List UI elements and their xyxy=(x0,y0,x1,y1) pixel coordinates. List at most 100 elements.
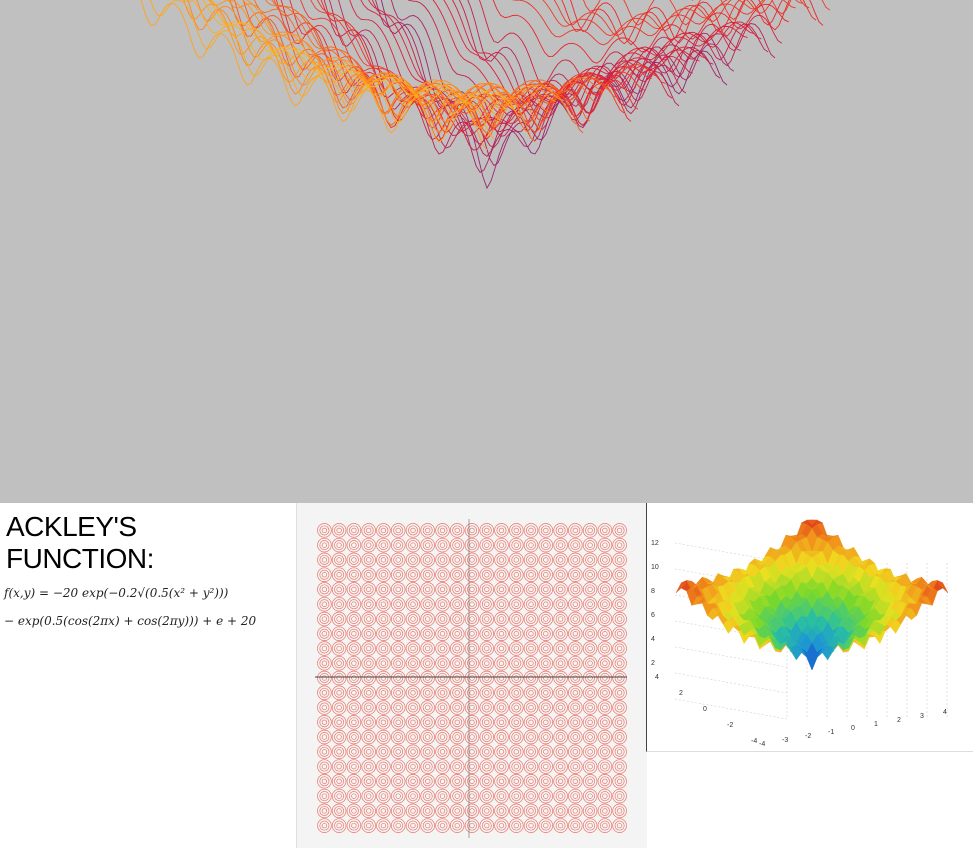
contour-ring xyxy=(616,586,623,593)
contour-ring xyxy=(319,525,330,536)
contour-ring xyxy=(336,778,342,784)
contour-ring xyxy=(484,645,490,652)
contour-ring xyxy=(526,805,536,816)
contour-ring xyxy=(452,569,463,580)
contour-ring xyxy=(452,776,463,787)
contour-ring xyxy=(351,527,357,534)
contour-ring xyxy=(523,670,539,686)
contour-ring xyxy=(334,761,345,772)
contour-ring xyxy=(378,791,389,802)
contour-ring xyxy=(597,523,613,538)
contour-ring xyxy=(494,700,509,715)
contour-ring xyxy=(361,715,376,730)
contour-ring xyxy=(582,670,598,686)
contour-ring xyxy=(317,523,332,538)
contour-ring xyxy=(395,690,401,696)
contour-ring xyxy=(405,729,421,745)
contour-ring xyxy=(321,734,328,740)
contour-ring xyxy=(405,744,421,760)
contour-ring xyxy=(614,805,625,816)
contour-ring xyxy=(376,552,391,568)
contour-ring xyxy=(449,818,465,833)
contour-ring xyxy=(361,788,376,804)
contour-ring xyxy=(378,554,389,565)
contour-ring xyxy=(380,675,387,681)
contour-ring xyxy=(597,582,613,597)
contour-ring xyxy=(570,791,581,802)
contour-ring xyxy=(616,808,623,814)
contour-ring xyxy=(351,719,357,725)
contour-ring xyxy=(380,601,387,607)
contour-ring xyxy=(319,584,330,595)
contour-ring xyxy=(509,788,524,804)
contour-ring xyxy=(494,582,509,597)
contour-ring xyxy=(420,596,435,612)
contour-ring xyxy=(351,793,357,799)
contour-ring xyxy=(363,746,374,757)
contour-ring xyxy=(557,734,564,740)
contour-ring xyxy=(321,660,328,666)
contour-ring xyxy=(599,599,610,610)
x-tick-label: -2 xyxy=(805,733,811,740)
contour-ring xyxy=(555,687,566,698)
contour-ring xyxy=(599,717,610,728)
contour-ring xyxy=(317,700,332,715)
contour-ring xyxy=(348,584,359,595)
wire-line xyxy=(492,0,789,64)
contour-ring xyxy=(410,763,416,770)
contour-ring xyxy=(494,774,509,789)
contour-ring xyxy=(570,540,581,551)
contour-ring xyxy=(452,702,463,713)
contour-ring xyxy=(538,523,554,538)
contour-ring xyxy=(479,552,495,568)
contour-ring xyxy=(528,749,534,755)
contour-ring xyxy=(614,540,625,551)
contour-ring xyxy=(363,673,374,683)
contour-ring xyxy=(523,729,539,745)
contour-ring xyxy=(612,626,627,641)
grid-line xyxy=(674,698,788,720)
contour-ring xyxy=(393,584,404,595)
contour-ring xyxy=(435,582,450,597)
contour-ring xyxy=(614,687,625,698)
contour-ring xyxy=(366,586,372,593)
contour-ring xyxy=(467,628,477,639)
contour-ring xyxy=(496,673,507,683)
contour-ring xyxy=(570,643,581,654)
contour-ring xyxy=(361,729,376,745)
contour-ring xyxy=(553,788,568,804)
contour-ring xyxy=(540,554,551,565)
contour-ring xyxy=(361,670,376,686)
contour-ring xyxy=(572,778,578,784)
contour-ring xyxy=(331,537,347,553)
contour-ring xyxy=(452,554,463,565)
contour-ring xyxy=(513,557,519,563)
contour-ring xyxy=(513,645,519,652)
contour-ring xyxy=(587,778,593,784)
contour-ring xyxy=(599,732,610,742)
contour-ring xyxy=(408,569,418,580)
contour-ring xyxy=(602,719,608,725)
contour-ring xyxy=(317,670,332,686)
contour-ring xyxy=(348,702,359,713)
contour-ring xyxy=(481,746,492,757)
contour-ring xyxy=(334,702,345,713)
contour-ring xyxy=(452,791,463,802)
contour-ring xyxy=(464,596,480,612)
contour-ring xyxy=(509,523,524,538)
contour-ring xyxy=(464,774,480,789)
contour-ring xyxy=(331,655,347,671)
contour-ring xyxy=(334,614,345,624)
contour-ring xyxy=(597,729,613,745)
contour-ring xyxy=(469,719,475,725)
contour-ring xyxy=(568,803,583,819)
contour-ring xyxy=(528,631,534,637)
contour-ring xyxy=(378,820,389,831)
contour-ring xyxy=(481,702,492,713)
contour-ring xyxy=(540,614,551,624)
contour-ring xyxy=(582,582,598,597)
contour-ring xyxy=(395,749,401,755)
contour-ring xyxy=(378,540,389,551)
contour-ring xyxy=(361,744,376,760)
contour-ring xyxy=(363,732,374,742)
